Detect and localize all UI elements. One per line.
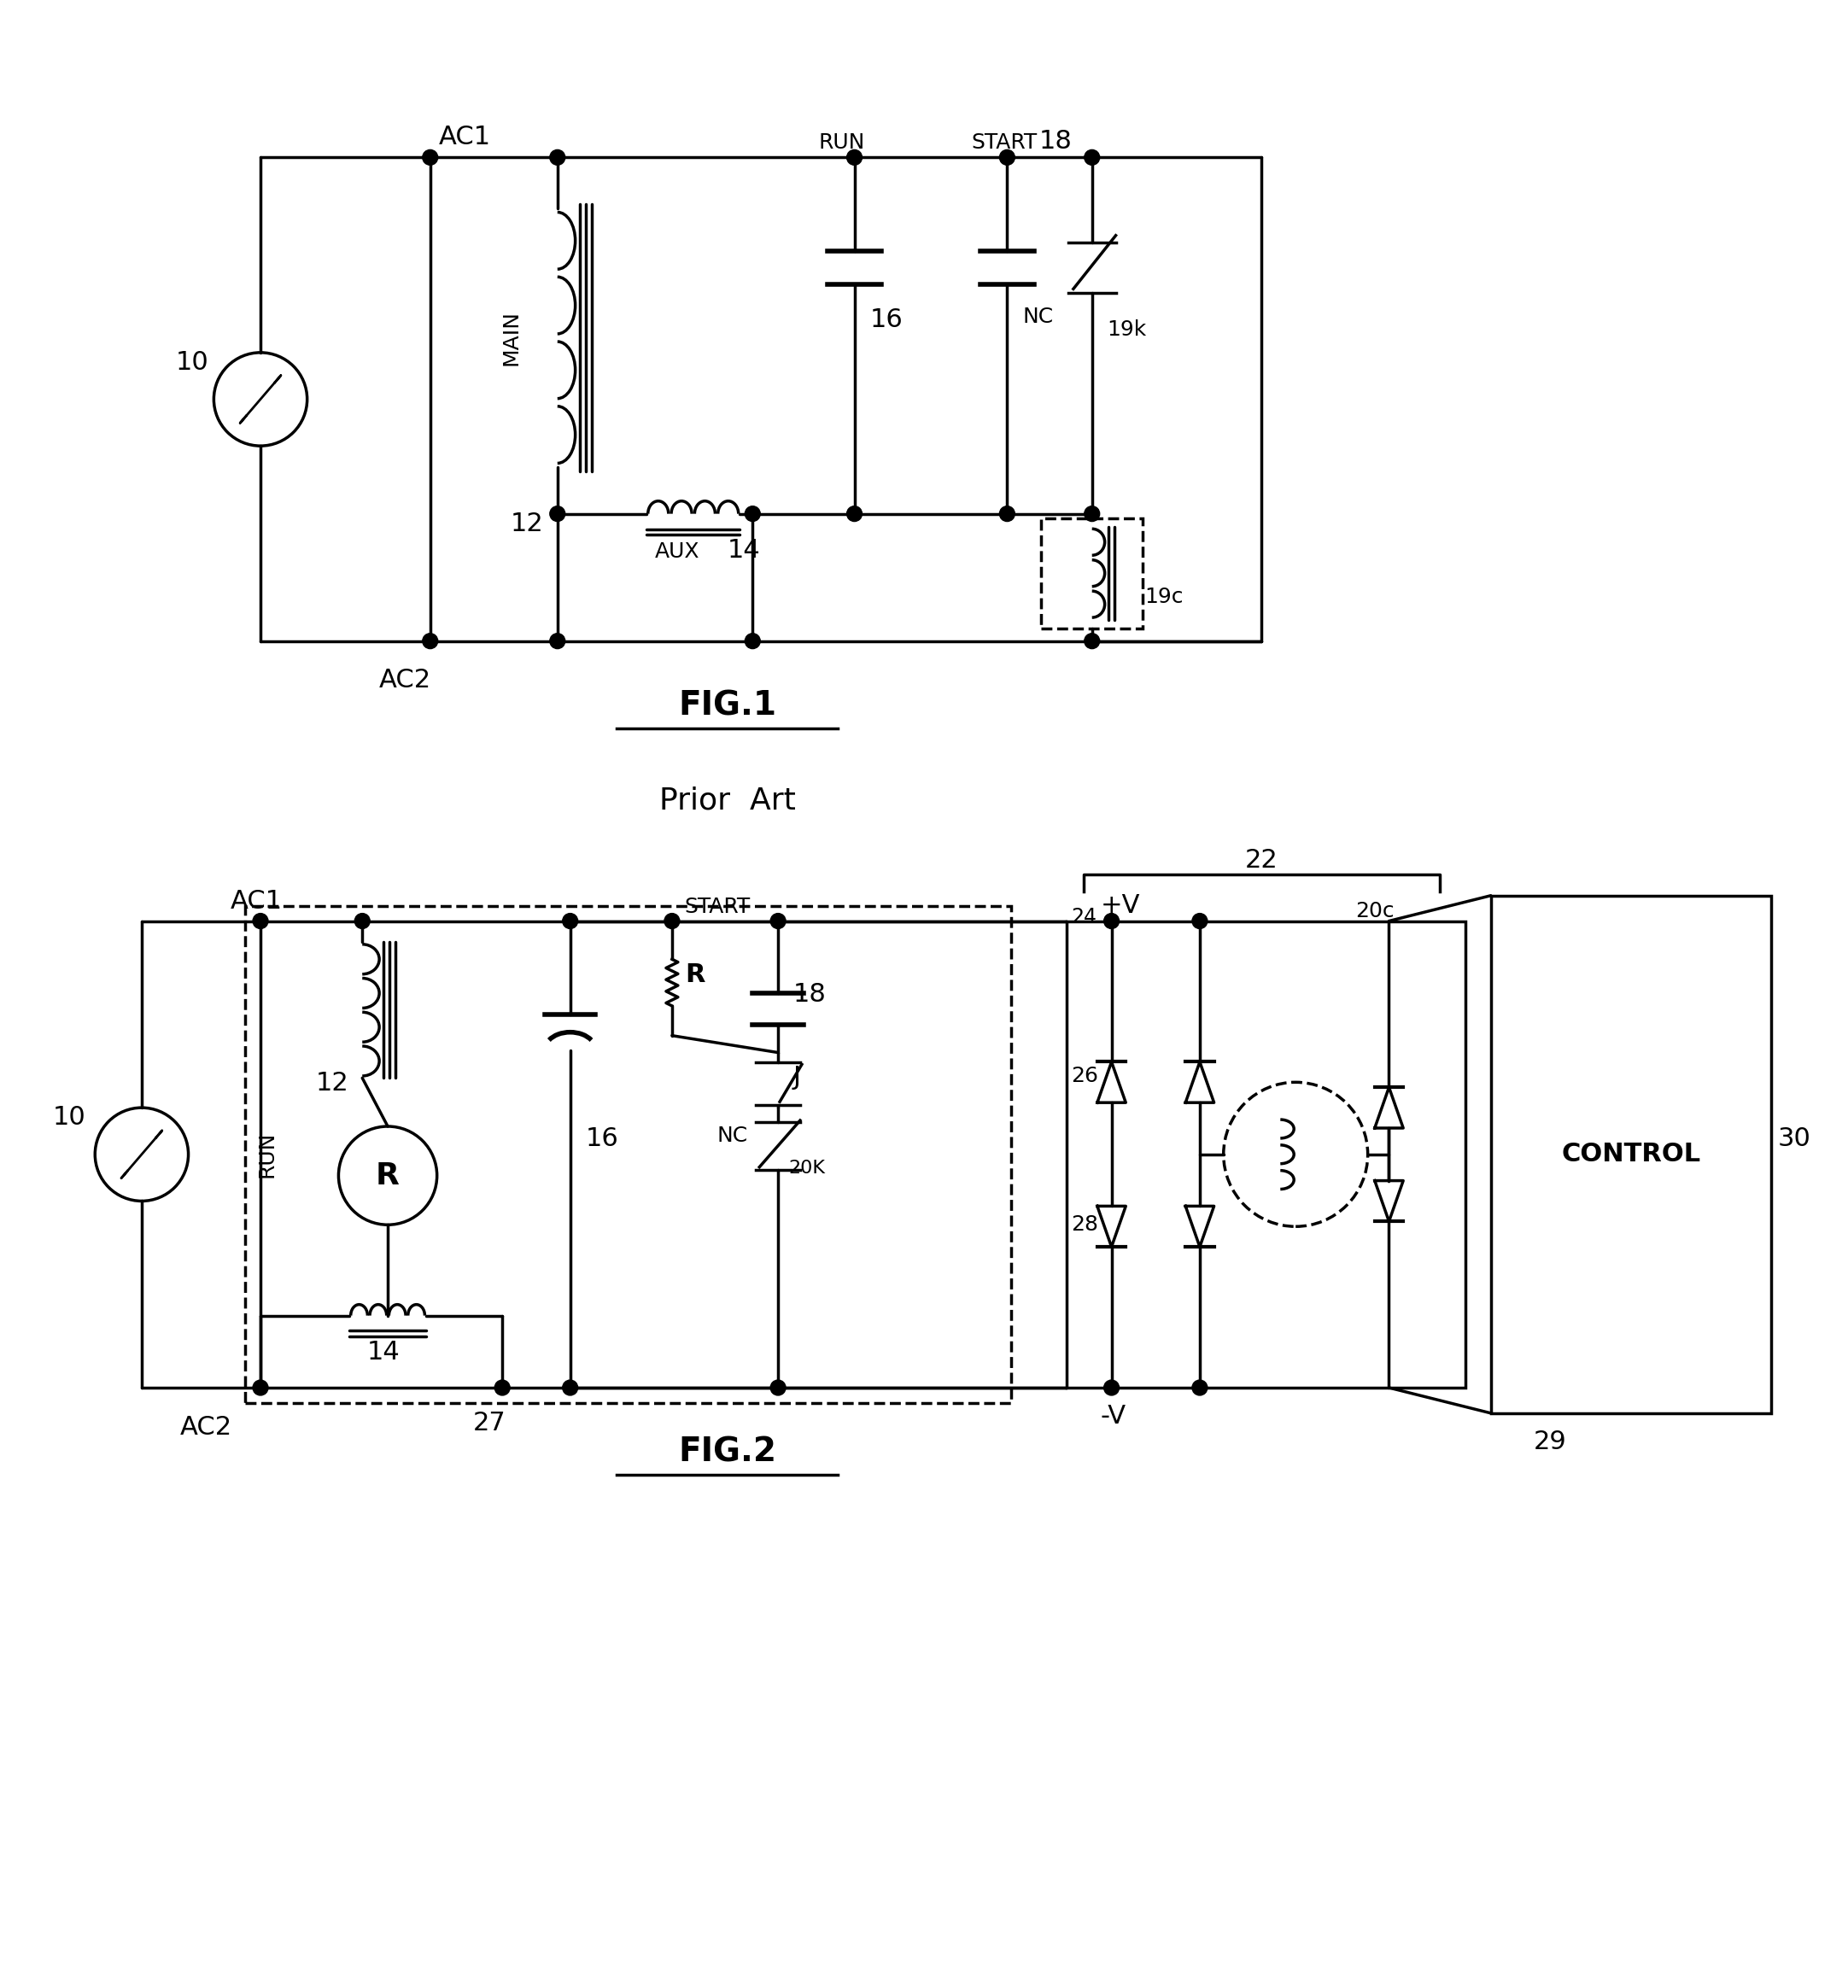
Bar — [1040, 519, 1142, 628]
Circle shape — [562, 912, 578, 928]
Circle shape — [551, 507, 565, 521]
Circle shape — [846, 149, 861, 165]
Circle shape — [551, 634, 565, 648]
Text: NC: NC — [717, 1125, 748, 1145]
Text: AC1: AC1 — [438, 125, 492, 149]
Circle shape — [495, 1380, 510, 1396]
Circle shape — [1085, 149, 1100, 165]
Circle shape — [1103, 912, 1120, 928]
Text: FIG.1: FIG.1 — [678, 690, 776, 722]
Text: 20K: 20K — [789, 1159, 824, 1177]
Bar — [1066, 920, 1465, 1388]
Circle shape — [846, 507, 861, 521]
Text: +V: +V — [1101, 893, 1140, 918]
Text: 22: 22 — [1246, 849, 1279, 873]
Text: 26: 26 — [1070, 1066, 1098, 1087]
Text: AC2: AC2 — [179, 1415, 233, 1439]
Circle shape — [253, 912, 268, 928]
Text: 16: 16 — [870, 308, 904, 332]
Text: 10: 10 — [176, 350, 209, 374]
Text: START: START — [972, 133, 1037, 153]
Text: AC2: AC2 — [379, 668, 431, 694]
Bar — [246, 907, 1011, 1404]
Circle shape — [551, 149, 565, 165]
Text: -V: -V — [1101, 1404, 1125, 1429]
Bar — [1491, 895, 1770, 1413]
Text: AC1: AC1 — [231, 889, 283, 912]
Circle shape — [745, 507, 760, 521]
Text: Prior  Art: Prior Art — [660, 785, 795, 815]
Text: 20c: 20c — [1355, 901, 1393, 920]
Text: 27: 27 — [473, 1409, 506, 1435]
Text: 19k: 19k — [1107, 320, 1148, 340]
Text: NC: NC — [1022, 306, 1053, 328]
Circle shape — [355, 912, 370, 928]
Circle shape — [1192, 1380, 1207, 1396]
Circle shape — [423, 149, 438, 165]
Circle shape — [1000, 507, 1015, 521]
Circle shape — [562, 1380, 578, 1396]
Text: R: R — [375, 1161, 399, 1191]
Text: CONTROL: CONTROL — [1562, 1141, 1700, 1167]
Circle shape — [1103, 1380, 1120, 1396]
Circle shape — [745, 634, 760, 648]
Text: START: START — [686, 897, 750, 916]
Circle shape — [1000, 149, 1015, 165]
Circle shape — [665, 912, 680, 928]
Circle shape — [423, 634, 438, 648]
Text: J: J — [793, 1066, 800, 1089]
Text: FIG.2: FIG.2 — [678, 1435, 776, 1469]
Circle shape — [1192, 912, 1207, 928]
Text: 28: 28 — [1070, 1215, 1098, 1235]
Circle shape — [253, 1380, 268, 1396]
Text: 24: 24 — [1070, 907, 1096, 926]
Circle shape — [1085, 507, 1100, 521]
Text: MAIN: MAIN — [501, 310, 521, 366]
Text: AUX: AUX — [654, 541, 700, 563]
Text: 12: 12 — [510, 511, 543, 537]
Circle shape — [771, 1380, 785, 1396]
Text: 18: 18 — [1039, 129, 1072, 153]
Text: 14: 14 — [726, 539, 760, 563]
Text: RUN: RUN — [257, 1131, 277, 1177]
Text: 12: 12 — [316, 1072, 349, 1095]
Text: RUN: RUN — [819, 133, 865, 153]
Circle shape — [771, 912, 785, 928]
Text: R: R — [686, 962, 704, 988]
Circle shape — [1085, 634, 1100, 648]
Text: 16: 16 — [586, 1127, 619, 1151]
Text: 14: 14 — [366, 1340, 399, 1366]
Text: 19c: 19c — [1144, 586, 1183, 606]
Text: 30: 30 — [1778, 1127, 1811, 1151]
Text: 29: 29 — [1534, 1429, 1567, 1453]
Text: 18: 18 — [793, 982, 826, 1006]
Text: 10: 10 — [52, 1105, 85, 1129]
